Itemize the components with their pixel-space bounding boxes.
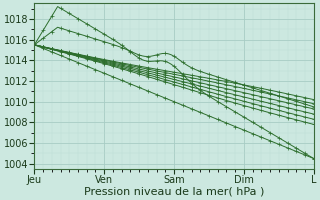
X-axis label: Pression niveau de la mer( hPa ): Pression niveau de la mer( hPa ) [84,187,264,197]
